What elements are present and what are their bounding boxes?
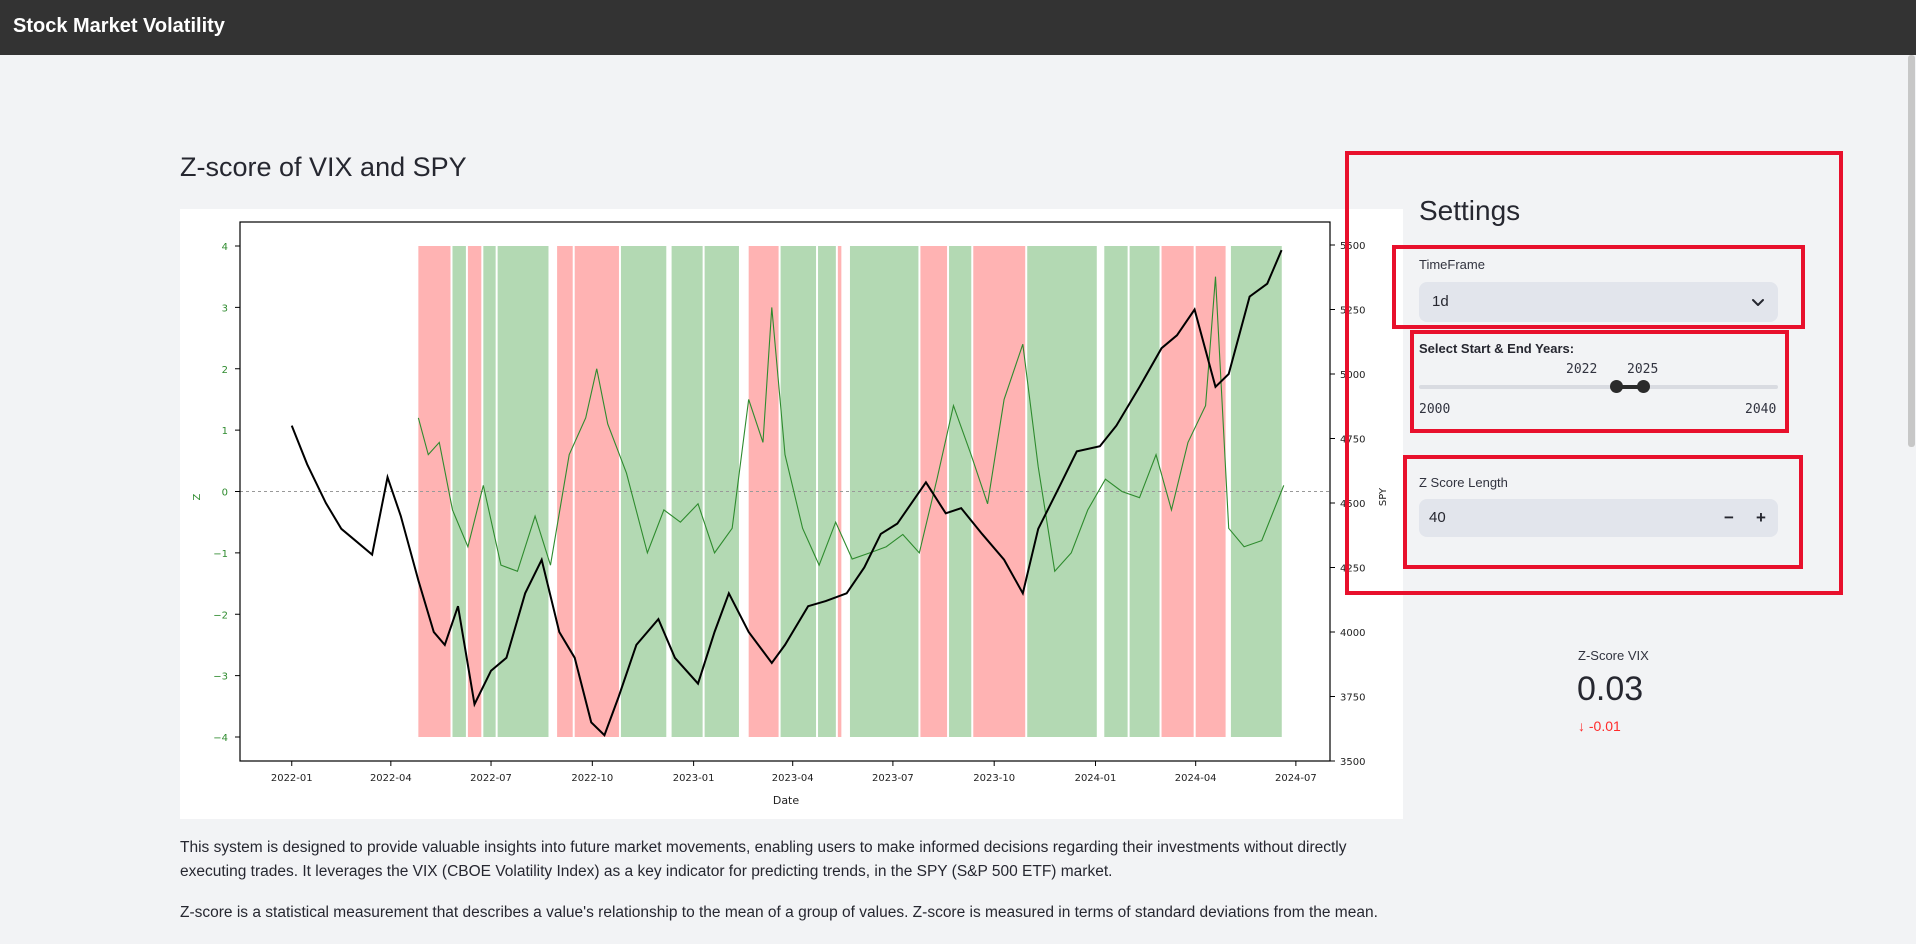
y-left-tick-label: 4 <box>222 242 228 253</box>
settings-title: Settings <box>1419 195 1521 226</box>
scrollbar[interactable] <box>1907 55 1916 944</box>
x-tick-label: 2022-07 <box>470 773 512 784</box>
annotation-box-zscore-length <box>1403 455 1803 569</box>
slider-min-label: 2000 <box>1419 402 1451 417</box>
zscore-description: Z-score is a statistical measurement tha… <box>180 904 1378 921</box>
slider-start-handle[interactable] <box>1610 380 1623 393</box>
slider-end-handle[interactable] <box>1637 380 1650 393</box>
metric-delta-value: -0.01 <box>1588 718 1621 734</box>
increment-button[interactable]: + <box>1756 508 1766 527</box>
years-slider-track[interactable] <box>1419 385 1778 389</box>
x-axis-ticks: 2022-01 2022-04 2022-07 2022-10 2023-01 2023-… <box>271 761 1317 784</box>
y-right-tick-label: 5500 <box>1340 241 1365 252</box>
annotation-box-years <box>1410 330 1789 433</box>
annotation-box-timeframe <box>1392 245 1805 329</box>
signal-region-buy <box>818 246 836 737</box>
timeframe-value: 1d <box>1432 293 1449 310</box>
years-slider-label: Select Start & End Years: <box>1419 341 1575 356</box>
chevron-down-icon <box>1752 299 1764 306</box>
y-left-tick-label: 2 <box>222 365 228 376</box>
zscore-chart: 2022-01 2022-04 2022-07 2022-10 2023-01 2023-… <box>192 221 1389 807</box>
signal-region-buy <box>1104 246 1128 737</box>
app-header: Stock Market Volatility <box>0 0 1916 55</box>
y-left-ticks: 4 3 2 1 0 −1 −2 −3 −4 <box>213 242 240 744</box>
y-right-tick-label: 3750 <box>1340 693 1365 704</box>
x-tick-label: 2022-10 <box>571 773 613 784</box>
description-paragraph: This system is designed to provide valua… <box>180 839 1347 880</box>
series-line-spy <box>290 249 1283 737</box>
x-tick-label: 2022-01 <box>271 773 313 784</box>
y-left-tick-label: 0 <box>222 488 228 499</box>
signal-region-buy <box>483 246 496 737</box>
x-tick-label: 2024-04 <box>1175 773 1217 784</box>
x-tick-label: 2024-01 <box>1075 773 1117 784</box>
decrement-button[interactable]: − <box>1724 508 1734 527</box>
y-right-tick-label: 5000 <box>1340 370 1365 381</box>
timeframe-label: TimeFrame <box>1419 257 1485 272</box>
metric-label: Z-Score VIX <box>1578 648 1649 663</box>
y-right-tick-label: 3500 <box>1340 757 1365 768</box>
slider-max-label: 2040 <box>1745 402 1777 417</box>
slider-end-value: 2025 <box>1627 362 1659 377</box>
y-right-tick-label: 5250 <box>1340 306 1365 317</box>
y-right-tick-label: 4000 <box>1340 628 1365 639</box>
page-title: Z-score of VIX and SPY <box>180 152 467 182</box>
y-left-tick-label: 3 <box>222 303 228 314</box>
metric-value: 0.03 <box>1577 670 1644 708</box>
signal-region-sell <box>973 246 1026 737</box>
scrollbar-thumb[interactable] <box>1908 55 1915 447</box>
annotation-box-settings <box>1345 151 1843 595</box>
y-left-tick-label: −2 <box>213 610 228 621</box>
x-tick-label: 2023-07 <box>872 773 914 784</box>
x-tick-label: 2022-04 <box>370 773 412 784</box>
chart-card: 2022-01 2022-04 2022-07 2022-10 2023-01 2023-… <box>180 209 1403 819</box>
slider-start-value: 2022 <box>1566 362 1598 377</box>
y-right-tick-label: 4500 <box>1340 499 1365 510</box>
y-right-axis-label: SPY <box>1378 487 1389 506</box>
x-tick-label: 2023-10 <box>973 773 1015 784</box>
timeframe-select[interactable]: 1d <box>1419 282 1778 322</box>
signal-region-sell <box>837 246 842 737</box>
metric-delta: ↓ -0.01 <box>1578 718 1621 734</box>
y-right-ticks: 5500 5250 5000 4750 4500 4250 4000 3750 3500 <box>1330 241 1365 768</box>
y-right-tick-label: 4250 <box>1340 564 1365 575</box>
y-left-axis-label: Z <box>192 493 203 500</box>
years-slider-range <box>1616 385 1643 389</box>
y-left-tick-label: −3 <box>213 672 228 683</box>
zscore-length-input[interactable]: 40 − + <box>1419 499 1778 537</box>
zscore-length-label: Z Score Length <box>1419 475 1508 490</box>
app-title: Stock Market Volatility <box>13 15 225 37</box>
y-left-tick-label: 1 <box>222 426 228 437</box>
y-left-tick-label: −1 <box>213 549 228 560</box>
zscore-length-value[interactable]: 40 <box>1429 509 1446 526</box>
y-right-tick-label: 4750 <box>1340 435 1365 446</box>
series-line-z <box>417 276 1285 573</box>
x-tick-label: 2023-01 <box>673 773 715 784</box>
x-tick-label: 2024-07 <box>1275 773 1317 784</box>
x-axis-label: Date <box>773 794 800 807</box>
x-tick-label: 2023-04 <box>772 773 814 784</box>
y-left-tick-label: −4 <box>213 733 228 744</box>
arrow-down-icon: ↓ <box>1578 718 1585 734</box>
